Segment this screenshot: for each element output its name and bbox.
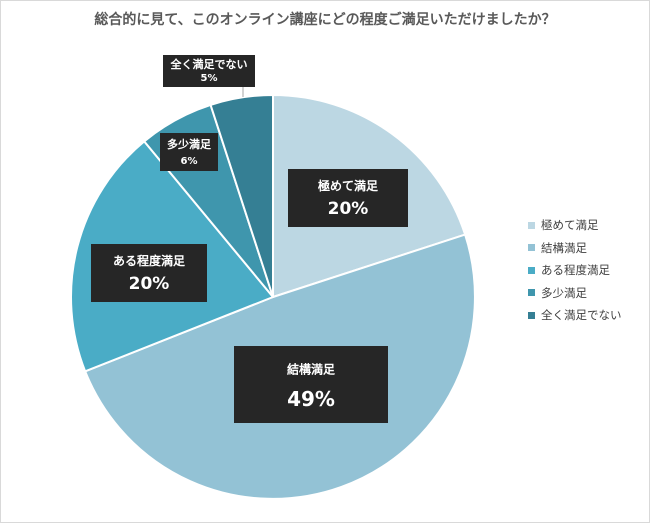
slice-name-label: ある程度満足	[113, 253, 185, 268]
chart-title: 総合的に見て、このオンライン講座にどの程度ご満足いただけましたか？	[94, 12, 556, 28]
legend-label: ある程度満足	[541, 263, 610, 278]
legend-swatch	[528, 289, 535, 297]
data-label-box	[91, 244, 207, 302]
legend-label: 多少満足	[541, 285, 587, 300]
slice-name-label: 極めて満足	[318, 178, 378, 193]
legend-label: 全く満足でない	[541, 308, 622, 323]
legend-swatch	[528, 311, 535, 319]
legend-swatch	[528, 266, 535, 274]
slice-value-label: 5%	[201, 73, 218, 84]
slice-value-label: 49%	[287, 387, 335, 411]
chart-legend: 極めて満足結構満足ある程度満足 多少満足全く満足でない	[528, 214, 622, 327]
legend-label: 極めて満足	[541, 218, 599, 233]
pie-slice	[209, 93, 274, 298]
data-label-box	[234, 346, 388, 423]
legend-item: 結構満足	[528, 237, 622, 260]
slice-value-label: 20%	[129, 274, 170, 294]
slice-name-label: 多少満足	[167, 137, 212, 151]
legend-swatch	[528, 244, 535, 252]
slice-value-label: 6%	[181, 156, 198, 167]
legend-item: 多少満足	[528, 282, 622, 305]
legend-label: 結構満足	[541, 240, 587, 255]
legend-item: 全く満足でない	[528, 304, 622, 327]
slice-name-label: 全く満足でない	[170, 57, 248, 71]
slice-value-label: 20%	[328, 199, 369, 219]
slice-name-label: 結構満足	[287, 362, 335, 377]
legend-item: 極めて満足	[528, 214, 622, 237]
data-label-box	[288, 169, 408, 227]
data-label-box	[163, 55, 255, 87]
legend-swatch	[528, 221, 535, 229]
data-label-box	[160, 133, 218, 171]
legend-item: ある程度満足	[528, 259, 622, 282]
